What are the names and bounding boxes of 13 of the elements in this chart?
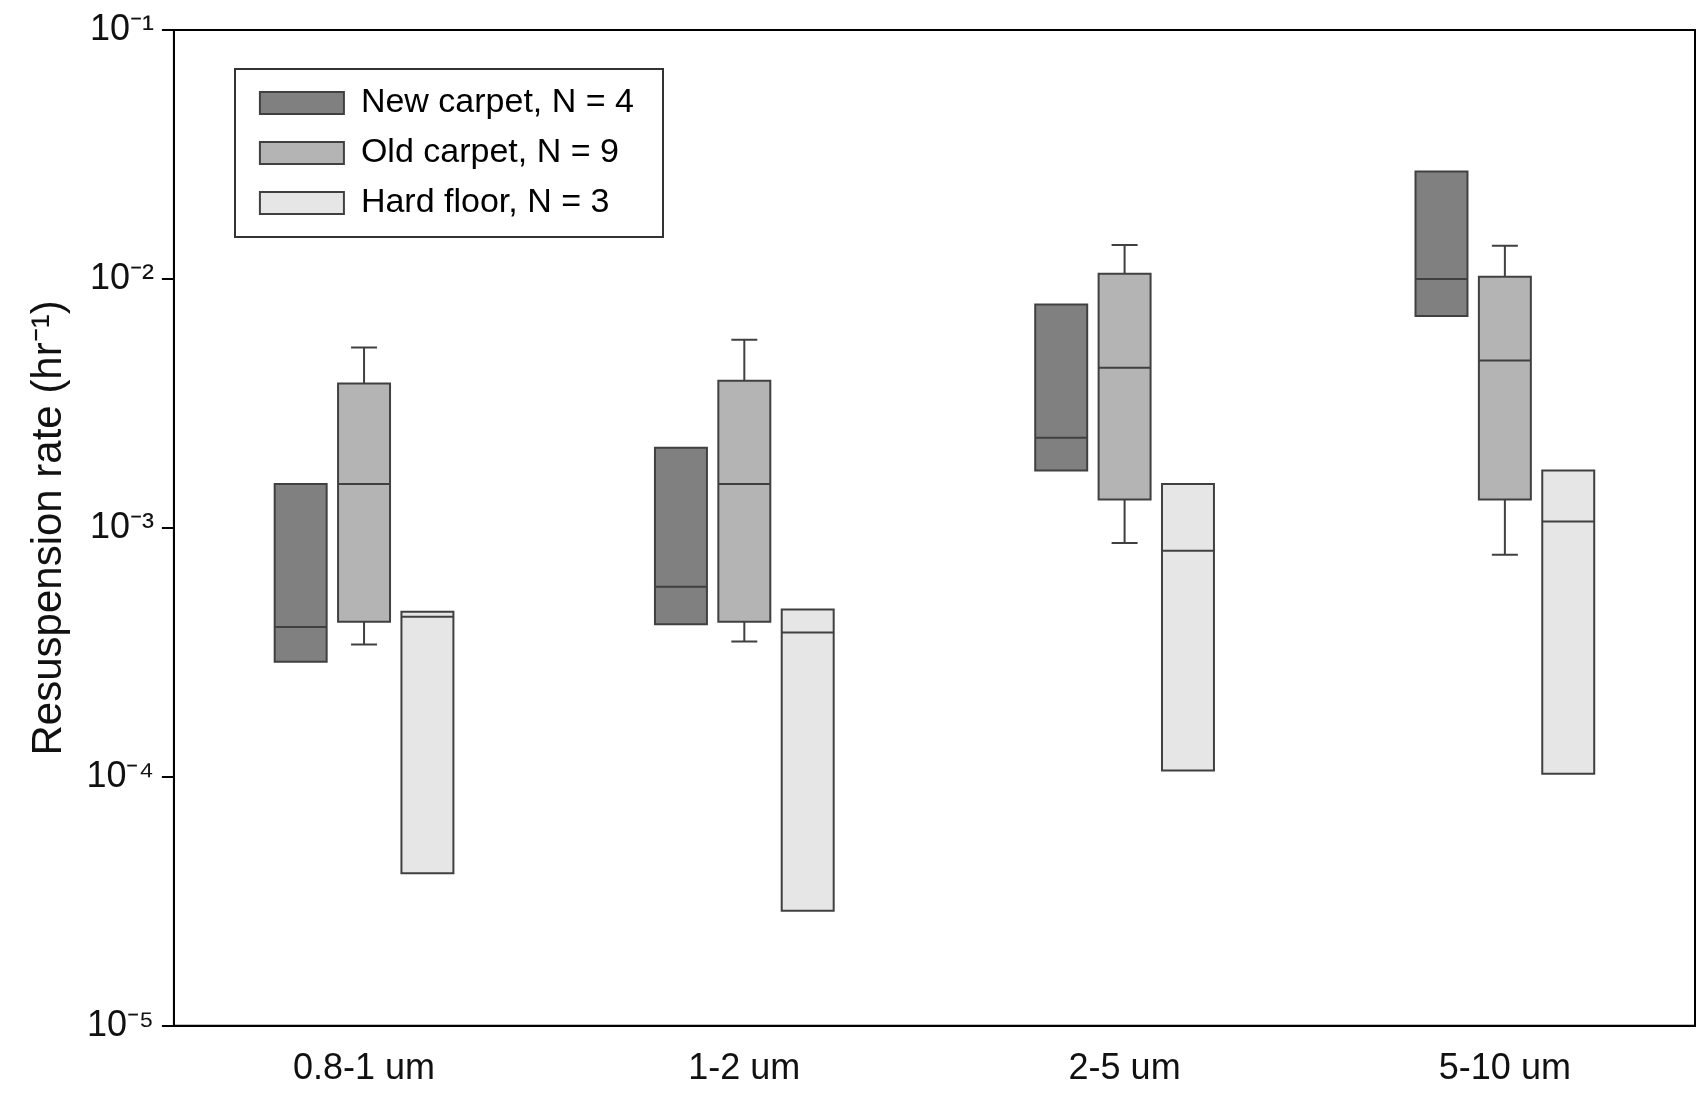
x-tick-label: 2-5 um: [1068, 1046, 1181, 1088]
y-tick-label: 10⁻³: [89, 504, 154, 546]
x-tick-label: 0.8-1 um: [293, 1046, 436, 1088]
legend-label: Hard floor, N = 3: [360, 181, 610, 220]
legend-label: Old carpet, N = 9: [360, 131, 619, 170]
legend-label: New carpet, N = 4: [360, 81, 634, 120]
x-tick-label: 5-10 um: [1438, 1046, 1571, 1088]
y-tick-label: 10⁻²: [89, 255, 154, 297]
y-tick-label: 10⁻¹: [89, 6, 154, 48]
y-axis-title: Resuspension rate (hr⁻¹): [22, 300, 70, 756]
y-tick-label: 10⁻⁴: [86, 753, 154, 795]
x-tick-label: 1-2 um: [688, 1046, 801, 1088]
y-tick-label: 10⁻⁵: [86, 1002, 154, 1044]
